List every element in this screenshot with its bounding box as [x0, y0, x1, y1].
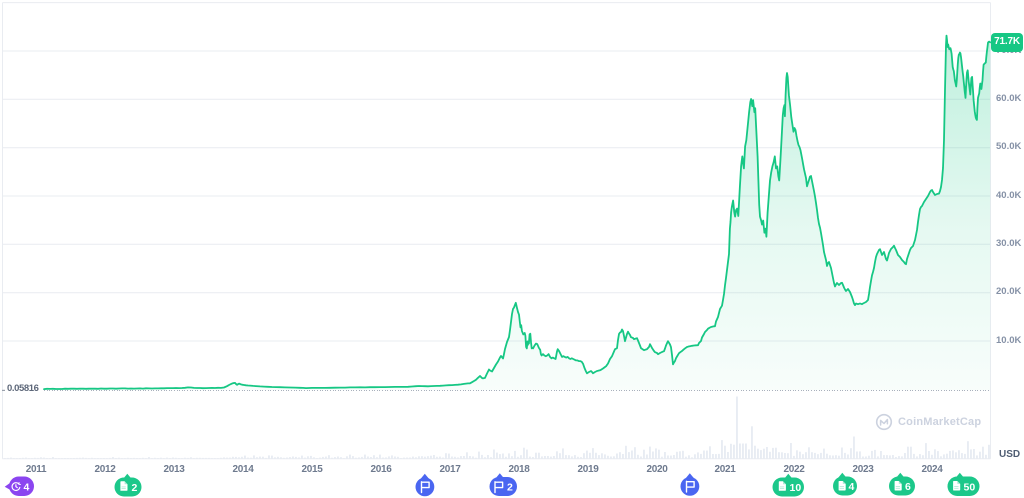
svg-text:10: 10: [790, 482, 802, 494]
svg-text:50: 50: [964, 482, 976, 494]
svg-text:2: 2: [132, 482, 138, 494]
svg-text:2: 2: [507, 482, 513, 494]
svg-text:4: 4: [24, 482, 30, 494]
svg-text:4: 4: [849, 481, 855, 493]
svg-text:6: 6: [905, 481, 911, 493]
